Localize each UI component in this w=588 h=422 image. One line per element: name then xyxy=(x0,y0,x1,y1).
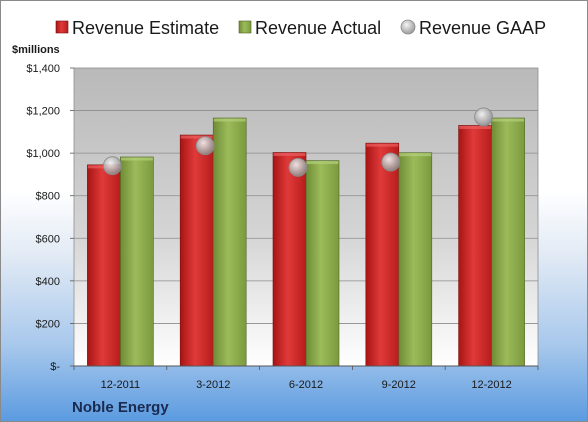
revenue-actual-bar xyxy=(398,152,433,367)
y-tick-label: $1,200 xyxy=(26,106,60,118)
y-axis: $- $200 $400 $600 $800 $1,000 $1,200 $1,400 xyxy=(26,63,74,373)
revenue-actual-bar-highlight xyxy=(492,118,525,122)
revenue-actual-bar-highlight xyxy=(213,118,246,122)
bars xyxy=(87,117,525,367)
revenue-gaap-marker xyxy=(288,158,308,177)
revenue-gaap-marker xyxy=(381,152,401,172)
revenue-actual-bar xyxy=(305,160,340,367)
unit-label: $millions xyxy=(12,44,60,56)
revenue-actual-bar-highlight xyxy=(120,157,153,161)
legend-label-revenue-estimate: Revenue Estimate xyxy=(72,18,219,38)
revenue-estimate-bar xyxy=(272,152,307,367)
revenue-estimate-bar xyxy=(87,164,121,367)
revenue-actual-bar-highlight xyxy=(306,161,339,165)
gaap-markers xyxy=(103,107,494,177)
legend-label-revenue-gaap: Revenue GAAP xyxy=(419,18,546,38)
company-name: Noble Energy xyxy=(72,399,169,416)
x-tick-label: 12-2012 xyxy=(471,379,511,391)
legend-marker-revenue-gaap xyxy=(400,19,416,35)
y-tick-label: $400 xyxy=(36,276,60,288)
legend-swatch-revenue-actual xyxy=(238,20,252,34)
x-tick-label: 6-2012 xyxy=(289,379,323,391)
x-tick-label: 3-2012 xyxy=(196,379,230,391)
x-tick-label: 9-2012 xyxy=(382,379,416,391)
y-tick-label: $1,000 xyxy=(26,148,60,160)
revenue-estimate-bar-highlight xyxy=(180,135,213,139)
revenue-estimate-bar xyxy=(179,134,214,367)
y-tick-label: $600 xyxy=(36,233,60,245)
revenue-actual-bar xyxy=(491,117,525,367)
revenue-actual-bar-highlight xyxy=(399,153,432,157)
revenue-gaap-marker xyxy=(195,136,215,156)
legend-label-revenue-actual: Revenue Actual xyxy=(255,18,381,38)
revenue-estimate-bar-highlight xyxy=(273,153,306,157)
revenue-estimate-bar-highlight xyxy=(459,125,492,129)
y-tick-label: $- xyxy=(50,361,60,373)
legend-swatch-revenue-estimate xyxy=(55,20,69,34)
revenue-actual-bar xyxy=(212,117,247,367)
y-tick-label: $800 xyxy=(36,191,60,203)
revenue-estimate-bar xyxy=(365,142,400,367)
revenue-gaap-marker xyxy=(474,107,494,127)
y-tick-label: $1,400 xyxy=(26,63,60,75)
y-tick-label: $200 xyxy=(36,318,60,330)
x-axis: 12-2011 3-2012 6-2012 9-2012 12-2012 xyxy=(73,365,539,391)
revenue-actual-bar xyxy=(120,156,154,367)
revenue-gaap-marker xyxy=(103,156,122,176)
revenue-estimate-bar-highlight xyxy=(366,143,399,147)
revenue-estimate-bar xyxy=(458,125,492,367)
x-tick-label: 12-2011 xyxy=(101,379,141,391)
legend: Revenue Estimate Revenue Actual Revenue … xyxy=(55,18,546,38)
